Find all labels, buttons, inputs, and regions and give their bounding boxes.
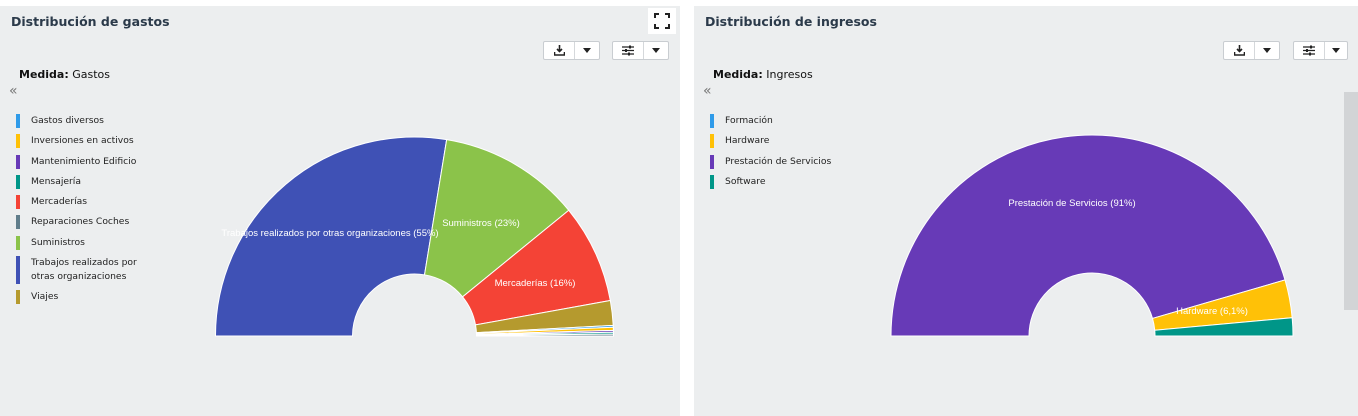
expand-button[interactable] [648, 8, 676, 34]
legend-label: Mantenimiento Edificio [31, 155, 137, 167]
legend-swatch [16, 134, 20, 149]
legend-label: Mercaderías [31, 196, 88, 208]
legend-swatch [710, 114, 714, 128]
legend-item[interactable]: Trabajos realizados por otras organizaci… [16, 256, 141, 285]
download-icon [553, 45, 565, 56]
expenses-semi-donut-chart: Trabajos realizados por otras organizaci… [214, 136, 615, 337]
pie-slice[interactable] [214, 136, 448, 337]
double-chevron-left-icon: « [9, 83, 18, 99]
legend-label: Gastos diversos [31, 115, 104, 126]
legend-swatch [16, 195, 20, 210]
income-panel: Distribución de ingresos Medida: Ingreso… [694, 6, 1358, 416]
legend-label: Mensajería [31, 175, 81, 187]
legend-swatch [16, 174, 20, 189]
legend-item[interactable]: Mantenimiento Edificio [16, 154, 156, 169]
sliders-icon [622, 45, 634, 56]
legend-item[interactable]: Mercaderías [16, 195, 156, 210]
legend: Gastos diversos Inversiones en activos Man… [16, 114, 156, 311]
settings-dropdown-button[interactable] [1293, 41, 1348, 60]
legend-label: Inversiones en activos [31, 135, 134, 147]
measure-value: Gastos [72, 68, 111, 81]
legend-item[interactable]: Hardware [710, 134, 850, 149]
legend-label: Hardware [725, 135, 770, 147]
legend-item[interactable]: Formación [710, 114, 850, 128]
download-dropdown-button[interactable] [1223, 41, 1280, 60]
pie-slice[interactable] [1154, 317, 1294, 337]
slice-data-label: Trabajos realizados por otras organizaci… [221, 228, 438, 239]
legend-swatch [16, 114, 20, 128]
legend-label: Viajes [31, 291, 59, 303]
caret-down-icon [652, 48, 660, 53]
legend-item[interactable]: Gastos diversos [16, 114, 156, 128]
slice-data-label: Mercaderías (16%) [495, 278, 576, 289]
slice-data-label: Suministros (23%) [442, 218, 520, 229]
pie-slice[interactable] [475, 333, 615, 337]
legend-item[interactable]: Mensajería [16, 174, 156, 189]
legend-label: Prestación de Servicios [725, 155, 832, 167]
collapse-legend-button[interactable]: « [703, 84, 712, 98]
legend-swatch [16, 154, 20, 169]
legend-swatch [710, 174, 714, 189]
measure-label: Medida: Ingresos [713, 68, 813, 81]
measure-value: Ingresos [766, 68, 813, 81]
double-chevron-left-icon: « [703, 83, 712, 99]
legend-swatch [710, 154, 714, 169]
caret-down-icon [1263, 48, 1271, 53]
sliders-icon [1303, 45, 1315, 56]
download-icon [1233, 45, 1245, 56]
legend-item[interactable]: Software [710, 174, 850, 189]
legend: Formación Hardware Prestación de Servicios… [710, 114, 850, 195]
download-dropdown-button[interactable] [543, 41, 600, 60]
legend-label: Suministros [31, 236, 85, 248]
slice-data-label: Prestación de Servicios (91%) [1008, 198, 1135, 209]
expenses-panel: Distribución de gastos Medida: Gastos « … [0, 6, 680, 416]
panel-title: Distribución de ingresos [705, 14, 877, 29]
income-semi-donut-chart: Prestación de Servicios (91%) Hardware (6… [890, 134, 1294, 337]
legend-label: Software [725, 175, 766, 187]
legend-item[interactable]: Reparaciones Coches [16, 215, 156, 230]
caret-down-icon [1332, 48, 1340, 53]
expand-icon [654, 13, 670, 29]
panel-title: Distribución de gastos [11, 14, 170, 29]
legend-item[interactable]: Inversiones en activos [16, 134, 156, 149]
measure-label: Medida: Gastos [19, 68, 111, 81]
settings-dropdown-button[interactable] [612, 41, 669, 60]
scrollbar[interactable] [1344, 92, 1358, 310]
legend-swatch [710, 134, 714, 149]
legend-item[interactable]: Viajes [16, 290, 156, 305]
legend-swatch [16, 290, 20, 305]
legend-item[interactable]: Suministros [16, 235, 156, 250]
legend-label: Trabajos realizados por otras organizaci… [31, 257, 137, 283]
legend-swatch [16, 235, 20, 250]
legend-item[interactable]: Prestación de Servicios [710, 154, 850, 169]
pie-slice[interactable] [423, 139, 570, 298]
pie-slice[interactable] [890, 134, 1286, 337]
caret-down-icon [583, 48, 591, 53]
slice-data-label: Hardware (6,1%) [1176, 306, 1248, 317]
legend-label: Formación [725, 115, 773, 126]
collapse-legend-button[interactable]: « [9, 84, 18, 98]
legend-label: Reparaciones Coches [31, 216, 130, 228]
legend-swatch [16, 215, 20, 230]
legend-swatch [16, 256, 20, 285]
